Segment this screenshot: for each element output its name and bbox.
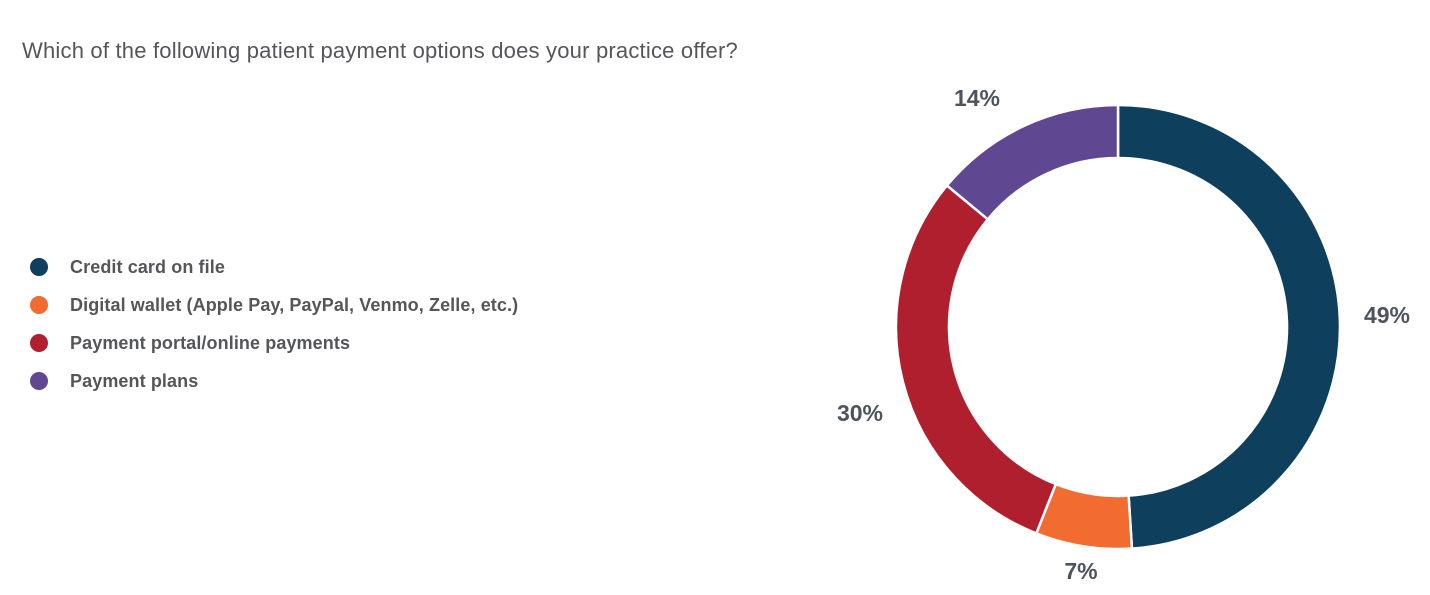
legend-item-credit-card: Credit card on file [30, 248, 518, 286]
percent-label-payment-portal: 30% [836, 400, 884, 426]
legend-label-credit-card: Credit card on file [70, 256, 225, 277]
legend-swatch-payment-plans-icon [30, 372, 48, 390]
legend-label-digital-wallet: Digital wallet (Apple Pay, PayPal, Venmo… [70, 294, 519, 315]
legend-label-payment-plans: Payment plans [70, 370, 199, 391]
legend-item-payment-plans: Payment plans [30, 362, 518, 400]
legend: Credit card on file Digital wallet (Appl… [30, 248, 518, 400]
legend-item-payment-portal: Payment portal/online payments [30, 324, 518, 362]
legend-swatch-payment-portal-icon [30, 334, 48, 352]
legend-swatch-digital-wallet-icon [30, 296, 48, 314]
legend-swatch-credit-card-icon [30, 258, 48, 276]
donut-chart [894, 103, 1342, 551]
chart-title: Which of the following patient payment o… [22, 38, 738, 63]
percent-label-payment-plans: 14% [953, 85, 1001, 111]
donut-segment-payment-plans [945, 103, 1120, 221]
percent-label-digital-wallet: 7% [1064, 558, 1098, 584]
percent-label-credit-card: 49% [1363, 302, 1411, 328]
donut-segment-credit-card-on [1116, 103, 1342, 550]
legend-label-payment-portal: Payment portal/online payments [70, 332, 351, 353]
donut-segment-payment-portal-online [894, 184, 1058, 535]
legend-item-digital-wallet: Digital wallet (Apple Pay, PayPal, Venmo… [30, 286, 518, 324]
